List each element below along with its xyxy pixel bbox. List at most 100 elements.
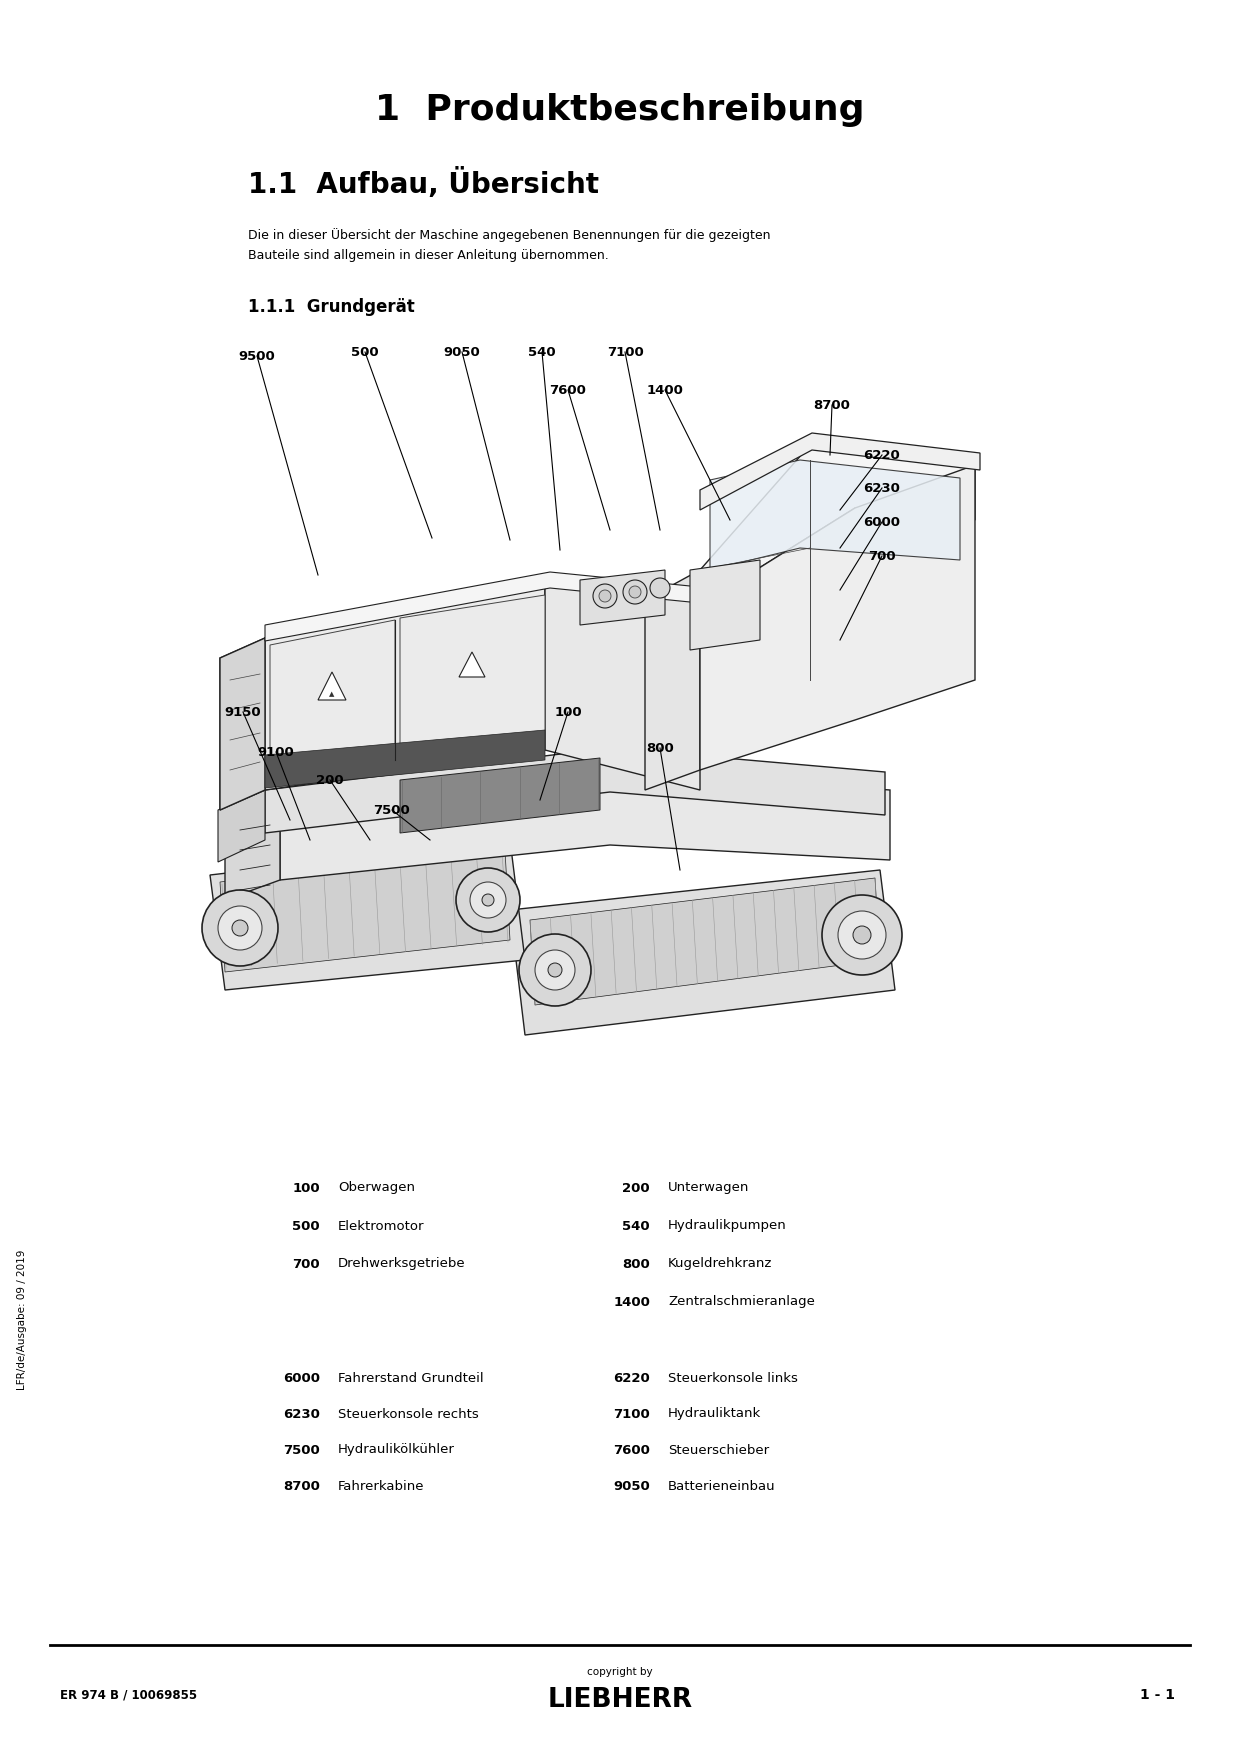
Text: 9050: 9050 (614, 1479, 650, 1492)
Text: Drehwerksgetriebe: Drehwerksgetriebe (339, 1258, 466, 1271)
Polygon shape (265, 748, 885, 834)
Polygon shape (280, 770, 890, 879)
Text: 9050: 9050 (444, 346, 480, 358)
Circle shape (650, 577, 670, 598)
Text: 1400: 1400 (613, 1295, 650, 1309)
Polygon shape (459, 653, 485, 677)
Polygon shape (645, 570, 701, 790)
Polygon shape (401, 595, 546, 760)
Text: 6000: 6000 (863, 516, 900, 528)
Polygon shape (224, 811, 280, 900)
Polygon shape (546, 584, 701, 790)
Circle shape (534, 949, 575, 990)
Circle shape (470, 883, 506, 918)
Polygon shape (219, 639, 265, 811)
Polygon shape (580, 570, 665, 625)
Text: LIEBHERR: LIEBHERR (547, 1687, 693, 1713)
Polygon shape (701, 433, 980, 511)
Text: 1400: 1400 (646, 384, 683, 397)
Text: 700: 700 (293, 1258, 320, 1271)
Polygon shape (218, 790, 265, 862)
Text: 1.1.1  Grundgerät: 1.1.1 Grundgerät (248, 298, 414, 316)
Circle shape (593, 584, 618, 607)
Text: 6230: 6230 (283, 1408, 320, 1420)
Polygon shape (529, 878, 880, 1006)
Polygon shape (317, 672, 346, 700)
Text: Hydraulikpumpen: Hydraulikpumpen (668, 1220, 786, 1232)
Text: 6220: 6220 (614, 1371, 650, 1385)
Text: 7600: 7600 (613, 1444, 650, 1457)
Text: 800: 800 (646, 742, 673, 755)
Text: Steuerschieber: Steuerschieber (668, 1444, 769, 1457)
Polygon shape (265, 584, 546, 790)
Circle shape (629, 586, 641, 598)
Circle shape (456, 869, 520, 932)
Circle shape (218, 906, 262, 949)
Text: copyright by: copyright by (588, 1667, 652, 1678)
Text: 1  Produktbeschreibung: 1 Produktbeschreibung (376, 93, 864, 126)
Text: Kugeldrehkranz: Kugeldrehkranz (668, 1258, 773, 1271)
Text: 9100: 9100 (258, 746, 294, 758)
Polygon shape (701, 465, 975, 770)
Text: 200: 200 (316, 774, 343, 786)
Text: Bauteile sind allgemein in dieser Anleitung übernommen.: Bauteile sind allgemein in dieser Anleit… (248, 249, 609, 261)
Text: Unterwagen: Unterwagen (668, 1181, 749, 1195)
Text: 7500: 7500 (283, 1444, 320, 1457)
Text: 6000: 6000 (283, 1371, 320, 1385)
Circle shape (822, 895, 901, 976)
Text: 1 - 1: 1 - 1 (1140, 1688, 1176, 1702)
Polygon shape (701, 446, 975, 605)
Polygon shape (210, 841, 525, 990)
Polygon shape (219, 849, 510, 972)
Circle shape (838, 911, 887, 958)
Text: 1.1  Aufbau, Übersicht: 1.1 Aufbau, Übersicht (248, 167, 599, 198)
Text: 7600: 7600 (549, 384, 587, 397)
Polygon shape (711, 460, 960, 570)
Circle shape (622, 579, 647, 604)
Text: Batterieneinbau: Batterieneinbau (668, 1479, 776, 1492)
Text: 7100: 7100 (614, 1408, 650, 1420)
Polygon shape (265, 730, 546, 788)
Text: ER 974 B / 10069855: ER 974 B / 10069855 (60, 1688, 197, 1702)
Text: 6220: 6220 (863, 449, 900, 462)
Circle shape (599, 590, 611, 602)
Text: 100: 100 (554, 706, 582, 718)
Text: Zentralschmieranlage: Zentralschmieranlage (668, 1295, 815, 1309)
Text: 6230: 6230 (863, 481, 900, 495)
Text: Fahrerstand Grundteil: Fahrerstand Grundteil (339, 1371, 484, 1385)
Text: 500: 500 (351, 346, 378, 358)
Circle shape (232, 920, 248, 935)
Text: 540: 540 (622, 1220, 650, 1232)
Text: Fahrerkabine: Fahrerkabine (339, 1479, 424, 1492)
Polygon shape (219, 639, 265, 811)
Circle shape (548, 963, 562, 978)
Text: 9150: 9150 (224, 706, 262, 718)
Text: Hydraulikölkühler: Hydraulikölkühler (339, 1444, 455, 1457)
Polygon shape (401, 758, 600, 834)
Text: Oberwagen: Oberwagen (339, 1181, 415, 1195)
Text: Hydrauliktank: Hydrauliktank (668, 1408, 761, 1420)
Text: ▲: ▲ (330, 691, 335, 697)
Circle shape (482, 893, 494, 906)
Text: 800: 800 (622, 1258, 650, 1271)
Polygon shape (510, 870, 895, 1035)
Circle shape (520, 934, 591, 1006)
Text: 540: 540 (528, 346, 556, 358)
Polygon shape (265, 584, 701, 706)
Text: 500: 500 (293, 1220, 320, 1232)
Polygon shape (265, 572, 701, 641)
Polygon shape (270, 620, 396, 784)
Text: Elektromotor: Elektromotor (339, 1220, 424, 1232)
Text: 7100: 7100 (606, 346, 644, 358)
Text: 8700: 8700 (813, 398, 851, 411)
Polygon shape (689, 560, 760, 649)
Text: 100: 100 (293, 1181, 320, 1195)
Text: Steuerkonsole links: Steuerkonsole links (668, 1371, 797, 1385)
Circle shape (202, 890, 278, 965)
Text: 700: 700 (868, 549, 895, 563)
Circle shape (853, 927, 870, 944)
Text: 8700: 8700 (283, 1479, 320, 1492)
Text: 9500: 9500 (238, 349, 275, 363)
Text: 200: 200 (622, 1181, 650, 1195)
Text: Die in dieser Übersicht der Maschine angegebenen Benennungen für die gezeigten: Die in dieser Übersicht der Maschine ang… (248, 228, 770, 242)
